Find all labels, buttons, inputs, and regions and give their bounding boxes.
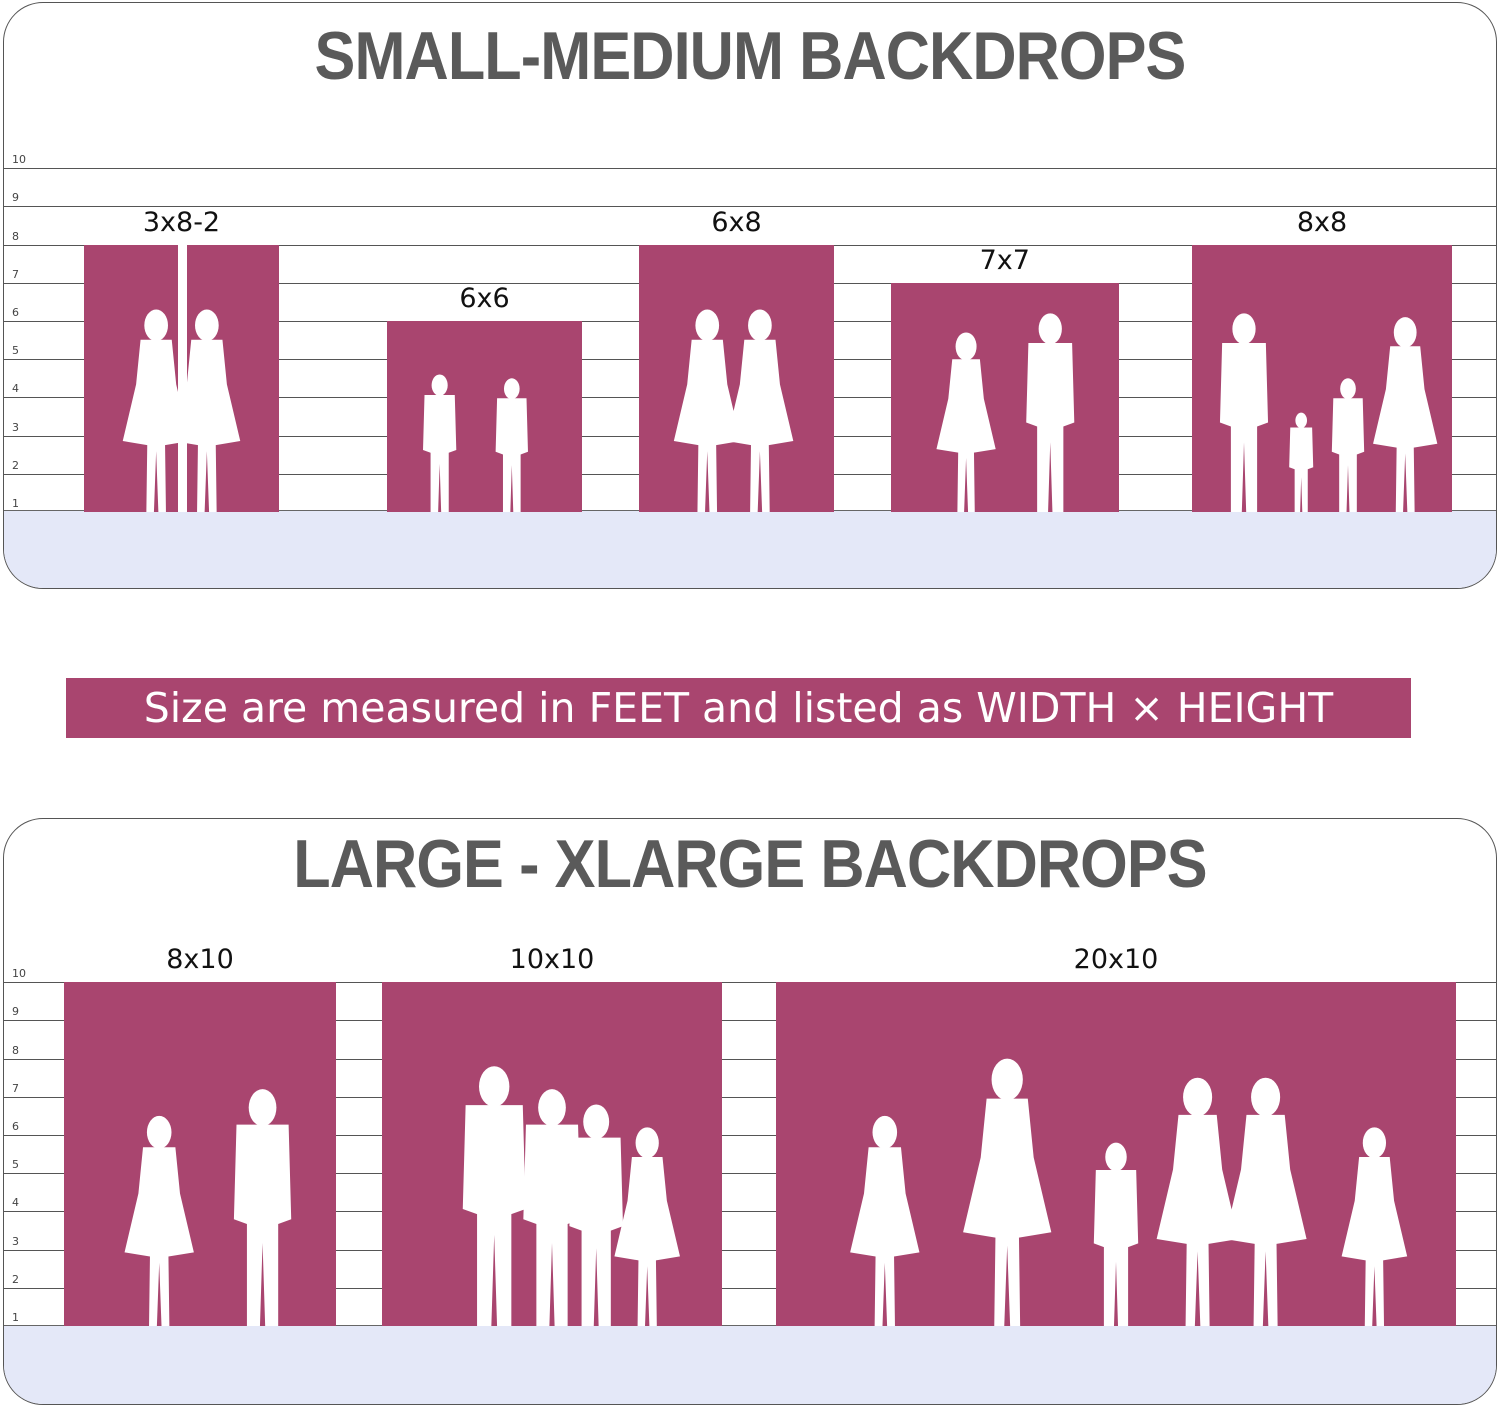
backdrop-size-label: 6x8 bbox=[711, 206, 762, 238]
person-silhouette-icon bbox=[1373, 317, 1438, 512]
axis-tick-label: 6 bbox=[12, 1120, 19, 1133]
panel-split bbox=[177, 244, 187, 512]
person-silhouette-icon bbox=[673, 309, 741, 512]
gridline bbox=[4, 982, 1496, 984]
axis-tick-label: 8 bbox=[12, 1043, 19, 1057]
person-silhouette-icon bbox=[1224, 1077, 1307, 1326]
gridline bbox=[4, 1249, 1496, 1251]
axis-tick-label: 1 bbox=[12, 1311, 19, 1324]
axis-tick-label: 5 bbox=[12, 1158, 19, 1172]
person-silhouette-icon bbox=[1289, 412, 1314, 512]
backdrop-8x10 bbox=[64, 982, 336, 1326]
backdrop-size-label: 8x10 bbox=[166, 944, 234, 976]
floor bbox=[4, 510, 1496, 588]
gridline bbox=[4, 1058, 1496, 1060]
person-silhouette-icon bbox=[124, 1115, 194, 1326]
person-silhouette-icon bbox=[1331, 378, 1365, 512]
small-medium-title: SMALL-MEDIUM BACKDROPS bbox=[314, 18, 1187, 94]
axis-tick-label: 10 bbox=[12, 153, 26, 167]
large-xlarge-panel: LARGE - XLARGE BACKDROPS 1 2 3 4 5 6 7 8 9 10 8x10… bbox=[3, 818, 1497, 1405]
units-banner: Size are measured in FEET and listed as … bbox=[66, 678, 1411, 738]
gridline bbox=[4, 1096, 1496, 1098]
axis-tick-label: 2 bbox=[12, 1272, 19, 1286]
person-silhouette-icon bbox=[173, 309, 241, 512]
axis-tick-label: 10 bbox=[12, 967, 26, 981]
person-silhouette-icon bbox=[1341, 1127, 1408, 1326]
person-silhouette-icon bbox=[233, 1089, 292, 1326]
small-medium-panel: SMALL-MEDIUM BACKDROPS 1 2 3 4 5 6 7 8 9 10 3x8-2 6… bbox=[3, 2, 1497, 589]
person-silhouette-icon bbox=[495, 378, 528, 512]
person-silhouette-icon bbox=[122, 309, 190, 512]
person-silhouette-icon bbox=[1026, 313, 1075, 512]
axis-tick-label: 4 bbox=[12, 382, 19, 396]
axis-tick-label: 7 bbox=[12, 267, 19, 281]
person-silhouette-icon bbox=[1219, 313, 1269, 512]
backdrop-size-label: 20x10 bbox=[1073, 944, 1159, 976]
gridline bbox=[4, 1211, 1496, 1213]
person-silhouette-icon bbox=[1156, 1077, 1239, 1326]
person-silhouette-icon bbox=[726, 309, 794, 512]
axis-tick-label: 3 bbox=[12, 420, 19, 434]
gridline bbox=[4, 1135, 1496, 1136]
axis-tick-label: 9 bbox=[12, 191, 19, 205]
person-silhouette-icon bbox=[850, 1115, 920, 1326]
person-silhouette-icon bbox=[523, 1089, 581, 1326]
person-silhouette-icon bbox=[963, 1058, 1052, 1326]
axis-tick-label: 8 bbox=[12, 229, 19, 243]
person-silhouette-icon bbox=[423, 374, 457, 512]
silhouettes bbox=[124, 1058, 1408, 1326]
backdrop-6x8 bbox=[639, 244, 834, 512]
person-silhouette-icon bbox=[936, 332, 996, 512]
axis-tick-label: 2 bbox=[12, 458, 19, 472]
backdrop-size-label: 3x8-2 bbox=[142, 206, 221, 238]
backdrop-size-label: 8x8 bbox=[1296, 206, 1348, 238]
gridline bbox=[4, 1287, 1496, 1289]
axis-tick-label: 7 bbox=[12, 1081, 19, 1095]
gridline bbox=[4, 206, 1496, 208]
axis-tick-label: 1 bbox=[12, 497, 19, 510]
person-silhouette-icon bbox=[462, 1066, 526, 1326]
person-silhouette-icon bbox=[614, 1127, 680, 1326]
backdrop-3x8-2 bbox=[84, 244, 279, 512]
silhouettes bbox=[122, 309, 1438, 512]
gridline bbox=[4, 1020, 1496, 1022]
gridline bbox=[4, 168, 1496, 170]
large-xlarge-title: LARGE - XLARGE BACKDROPS bbox=[293, 826, 1207, 902]
axis-tick-label: 9 bbox=[12, 1005, 19, 1019]
backdrop-size-label: 6x6 bbox=[459, 283, 510, 314]
floor bbox=[4, 1325, 1496, 1404]
axis-tick-label: 6 bbox=[12, 306, 19, 319]
gridline bbox=[4, 1173, 1496, 1175]
backdrop-6x6 bbox=[387, 321, 582, 512]
backdrop-size-label: 10x10 bbox=[509, 944, 595, 976]
person-silhouette-icon bbox=[1093, 1142, 1139, 1326]
axis-tick-label: 4 bbox=[12, 1196, 19, 1210]
axis-tick-label: 5 bbox=[12, 344, 19, 358]
backdrop-7x7 bbox=[891, 282, 1119, 512]
person-silhouette-icon bbox=[569, 1104, 624, 1326]
backdrop-size-label: 7x7 bbox=[979, 244, 1030, 276]
axis-tick-label: 3 bbox=[12, 1234, 19, 1248]
